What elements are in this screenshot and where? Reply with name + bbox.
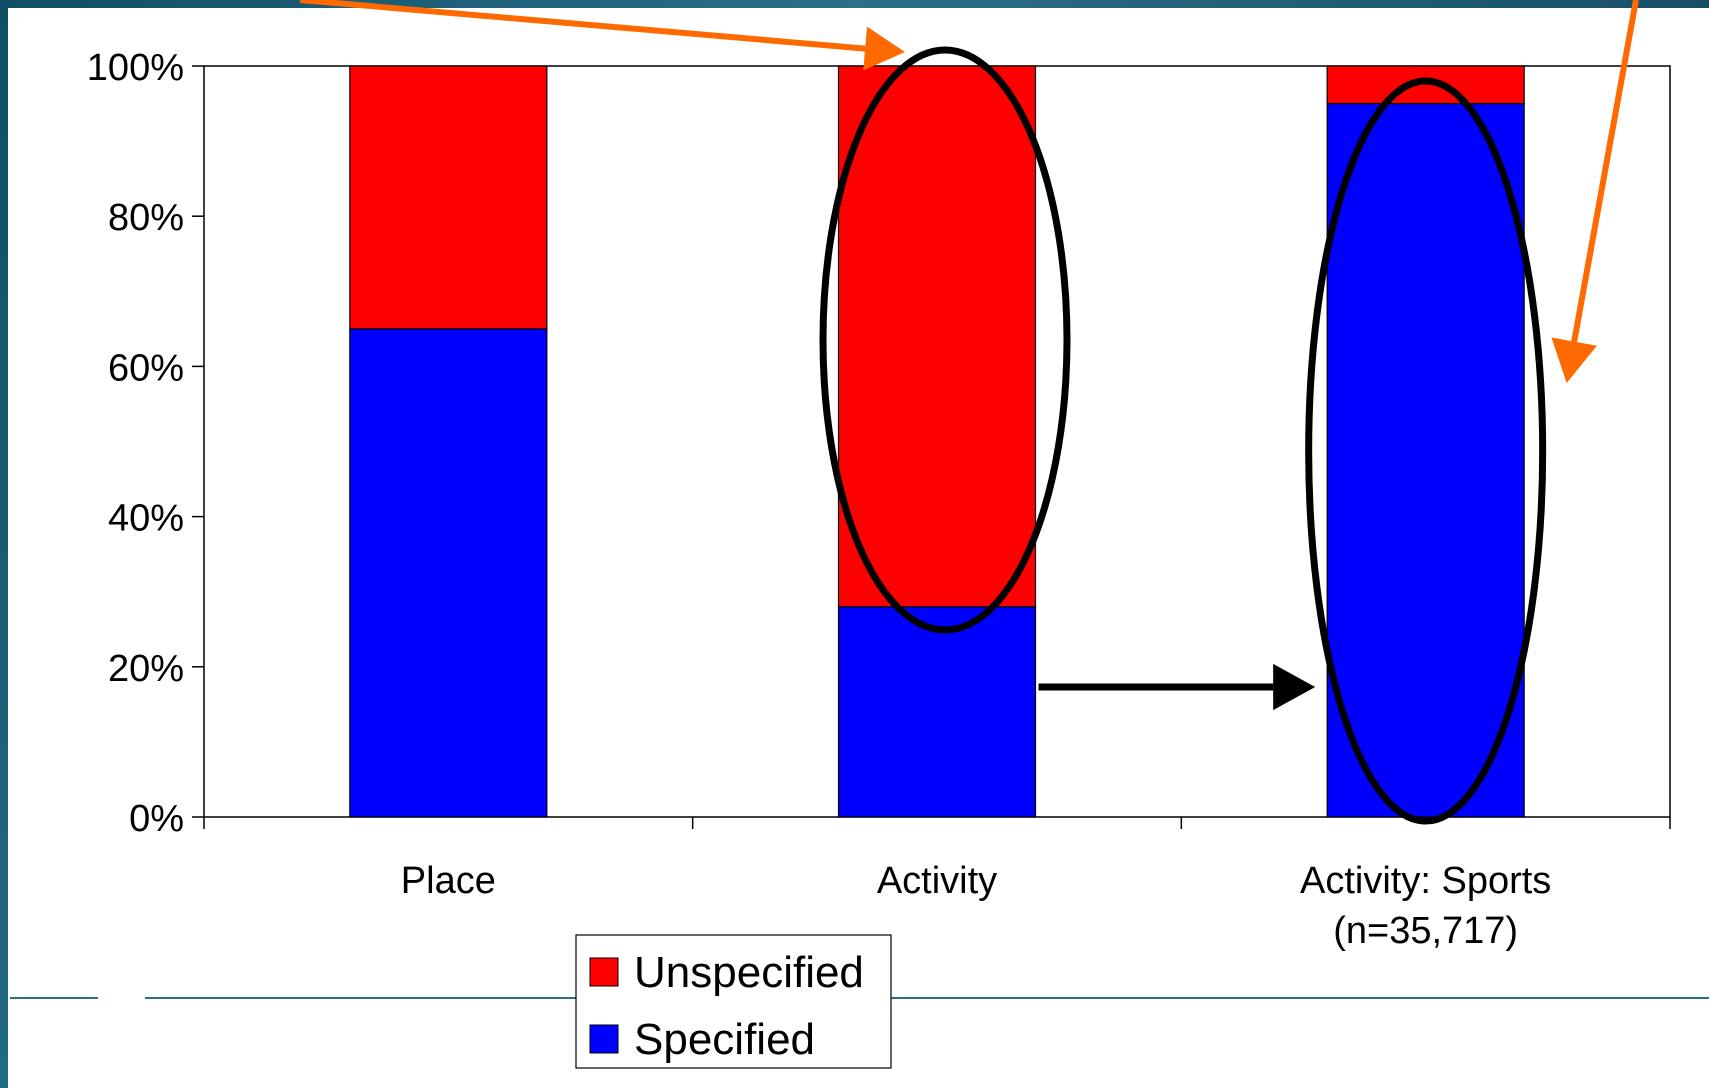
legend-swatch-unspecified — [589, 957, 619, 987]
bar-specified-activity — [837, 606, 1037, 818]
y-tick-label: 0% — [129, 798, 184, 840]
x-tick-label: Activity: Sports (n=35,717) — [1300, 860, 1551, 952]
legend-box — [575, 934, 892, 1069]
y-axis: 0% 20% 40% 60% 80% 100% — [87, 47, 204, 840]
bar-unspecified-activity — [837, 65, 1037, 608]
y-tick-label: 40% — [108, 498, 184, 540]
callout-arrow-right-head — [1551, 337, 1597, 383]
x-tick-label: Place — [401, 860, 496, 902]
slide-top-band — [0, 0, 1709, 8]
bar-unspecified-activity-sports — [1326, 65, 1525, 105]
highlight-ellipse — [819, 46, 1071, 634]
transition-arrow-head — [1273, 663, 1316, 711]
legend: Unspecified Specified — [575, 934, 892, 1069]
callout-arrow-left-head — [863, 26, 905, 71]
slide-left-band — [0, 0, 8, 1088]
x-axis: Place Activity Activity: Sports (n=35,717) — [203, 817, 1671, 952]
y-tick-label: 20% — [108, 648, 184, 690]
callout-arrow-right-shaft — [1571, 0, 1639, 343]
y-tick-label: 100% — [87, 47, 184, 89]
y-tick-label: 80% — [108, 197, 184, 239]
legend-swatch-specified — [589, 1024, 619, 1054]
y-tick-label: 60% — [108, 347, 184, 389]
bar-specified-activity-sports — [1326, 102, 1525, 818]
highlight-ellipse — [1305, 77, 1547, 825]
legend-label-specified: Specified — [634, 1015, 815, 1064]
bar-specified-place — [349, 328, 548, 818]
legend-label-unspecified: Unspecified — [634, 948, 864, 997]
bars — [349, 65, 1525, 818]
callout-arrow-left-shaft — [299, 0, 866, 52]
x-tick-label: Activity — [877, 860, 997, 902]
bar-unspecified-place — [349, 65, 548, 330]
annotations — [299, 0, 1639, 825]
